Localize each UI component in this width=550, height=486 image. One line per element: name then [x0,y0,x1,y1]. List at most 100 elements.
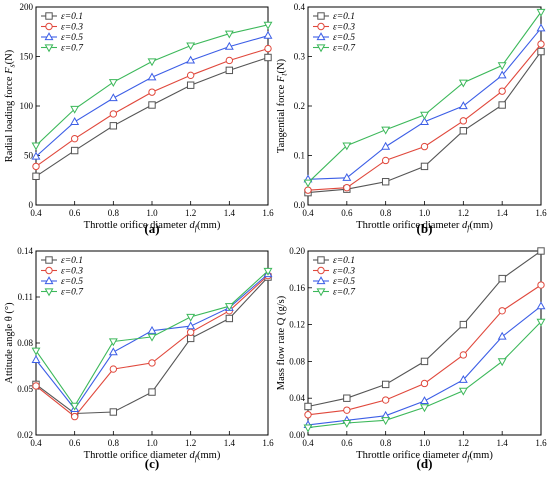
data-point [148,101,156,109]
data-point [263,21,273,30]
data-point [458,374,468,383]
y-tick-label: 0.14 [17,246,33,256]
data-point [497,62,507,71]
data-point [225,314,234,323]
x-tick-label: 0.6 [69,438,81,448]
x-tick-label: 0.6 [341,438,353,448]
data-point [497,331,507,340]
data-point [109,365,118,373]
data-point [225,56,234,65]
legend-marker [45,256,53,264]
legend-label: ε=0.7 [61,44,84,54]
y-tick-label: 50 [24,151,34,161]
series-2 [32,44,272,171]
data-point [70,402,80,411]
data-point [147,72,157,81]
y-tick-label: 0.05 [17,384,33,394]
series-4 [303,8,546,188]
x-tick-label: 1.0 [419,208,431,218]
x-tick-label: 1.2 [185,208,196,218]
data-point [147,325,157,334]
y-tick-label: 0.08 [289,356,305,366]
y-tick-label: 0 [29,200,34,210]
data-point [420,162,429,171]
y-tick-label: 0.3 [294,52,306,62]
data-point [108,93,118,102]
y-tick-label: 0.02 [17,430,33,440]
data-point [264,44,272,53]
y-axis-label: Mass flow rate Q (g/s) [276,295,287,390]
x-tick-label: 1.0 [419,438,431,448]
data-point [536,301,546,310]
x-tick-label: 0.8 [108,438,120,448]
data-point [342,172,352,181]
data-point [304,186,312,194]
series-1 [304,247,545,411]
y-tick-label: 0.00 [289,430,305,440]
data-point [420,357,429,366]
data-point [186,81,195,89]
x-tick-label: 1.6 [262,438,274,448]
data-point [497,358,507,367]
legend-marker [317,22,325,31]
data-point [32,382,40,390]
data-point [224,30,234,39]
y-axis-label: Attitude angle θ (°) [4,302,15,384]
data-point [108,79,118,88]
data-point [537,40,545,48]
data-point [148,388,156,396]
data-point [303,424,313,433]
x-tick-label: 1.2 [458,438,469,448]
series-4 [31,21,273,151]
data-point [32,162,40,171]
data-point [343,406,351,414]
y-tick-label: 150 [20,52,34,62]
y-tick-label: 100 [20,101,34,111]
data-point [537,47,545,56]
data-point [459,127,468,135]
legend-label: ε=0.7 [333,44,356,54]
data-point [31,151,41,160]
series-line [307,284,542,416]
data-point [70,146,79,155]
x-tick-label: 0.4 [30,208,42,218]
data-point [224,303,234,312]
legend-label: ε=0.5 [61,277,83,287]
data-point [536,23,546,32]
x-tick-label: 1.4 [224,208,236,218]
data-point [70,117,80,125]
legend-label: ε=0.7 [61,288,84,298]
data-point [381,156,390,165]
data-point [536,318,546,327]
y-axis-label: Tangential force Ft(N) [276,58,289,153]
data-point [304,402,312,411]
data-point [31,142,41,151]
data-point [31,347,41,356]
x-axis-label: Throttle orifice diameter df(mm) [84,450,221,463]
data-point [186,328,195,336]
data-point [70,412,79,421]
data-point [498,87,506,95]
legend: ε=0.1ε=0.3ε=0.5ε=0.7 [313,12,356,54]
data-point [498,307,506,315]
series-3 [303,23,546,183]
series-3 [31,30,273,160]
y-tick-label: 200 [20,2,34,12]
x-tick-label: 1.2 [458,208,469,218]
data-point [109,110,118,118]
data-point [381,141,391,150]
x-tick-label: 0.6 [69,208,81,218]
legend-marker [317,256,325,264]
y-tick-label: 0.0 [294,200,306,210]
legend-marker [316,276,326,285]
data-point [186,55,196,64]
legend-marker [317,12,325,20]
legend-label: ε=0.3 [333,23,355,33]
legend-label: ε=0.3 [61,267,83,277]
chart-panel-b: 0.4 0.6 0.8 1.0 1.2 1.4 1.6 0.0 0.1 0.2 0.3 0.4 Thro… [276,2,547,236]
legend-label: ε=0.1 [333,256,355,266]
data-point [303,179,313,188]
data-point [343,394,351,402]
series-1 [32,53,272,180]
